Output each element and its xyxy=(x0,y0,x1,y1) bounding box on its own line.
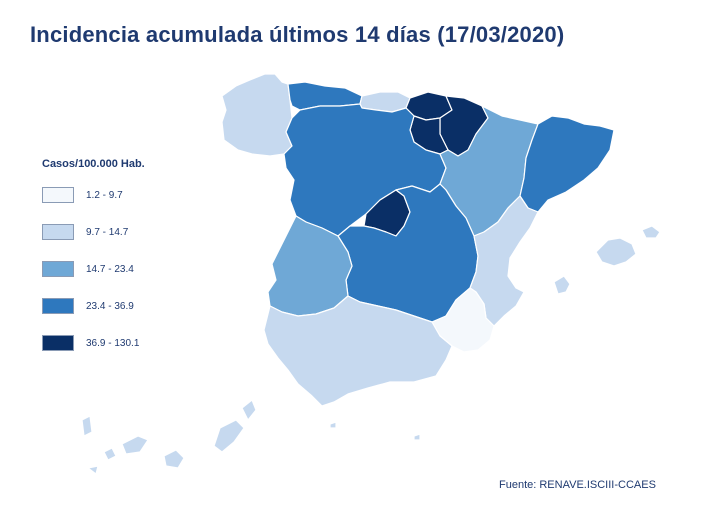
region-canarias-tenerife[interactable] xyxy=(121,435,149,455)
region-canarias-fuerteventura[interactable] xyxy=(213,419,245,453)
legend-label: 23.4 - 36.9 xyxy=(86,300,134,312)
legend-label: 36.9 - 130.1 xyxy=(86,337,140,349)
region-galicia[interactable] xyxy=(221,73,293,157)
region-comunitat-valenciana[interactable] xyxy=(469,195,539,327)
region-melilla[interactable] xyxy=(413,433,421,441)
region-canarias-la-palma[interactable] xyxy=(81,415,93,437)
legend-label: 9.7 - 14.7 xyxy=(86,226,129,238)
legend-swatch xyxy=(42,224,74,240)
region-canarias-la-gomera[interactable] xyxy=(103,447,117,461)
region-murcia[interactable] xyxy=(431,287,495,353)
region-ceuta[interactable] xyxy=(329,421,337,429)
legend-swatch xyxy=(42,298,74,314)
region-andalucia[interactable] xyxy=(263,295,453,407)
legend-swatch xyxy=(42,187,74,203)
region-cataluna[interactable] xyxy=(519,115,615,213)
legend-item: 23.4 - 36.9 xyxy=(42,297,192,315)
legend-item: 36.9 - 130.1 xyxy=(42,334,192,352)
region-illes-balears-ibiza[interactable] xyxy=(553,275,571,295)
region-canarias-gran-canaria[interactable] xyxy=(163,449,185,469)
legend-swatch xyxy=(42,261,74,277)
map-legend: Casos/100.000 Hab. 1.2 - 9.7 9.7 - 14.7 … xyxy=(42,158,192,371)
legend-title: Casos/100.000 Hab. xyxy=(42,158,145,170)
legend-swatch xyxy=(42,335,74,351)
region-illes-balears[interactable] xyxy=(595,237,637,267)
legend-label: 1.2 - 9.7 xyxy=(86,189,123,201)
legend-item: 1.2 - 9.7 xyxy=(42,186,192,204)
source-note: Fuente: RENAVE.ISCIII-CCAES xyxy=(499,479,656,491)
region-illes-balears-menorca[interactable] xyxy=(641,225,661,239)
region-canarias-el-hierro[interactable] xyxy=(87,465,99,475)
legend-item: 9.7 - 14.7 xyxy=(42,223,192,241)
map-title: Incidencia acumulada últimos 14 días (17… xyxy=(30,22,565,47)
legend-item: 14.7 - 23.4 xyxy=(42,260,192,278)
legend-label: 14.7 - 23.4 xyxy=(86,263,134,275)
region-canarias-lanzarote[interactable] xyxy=(241,399,257,421)
